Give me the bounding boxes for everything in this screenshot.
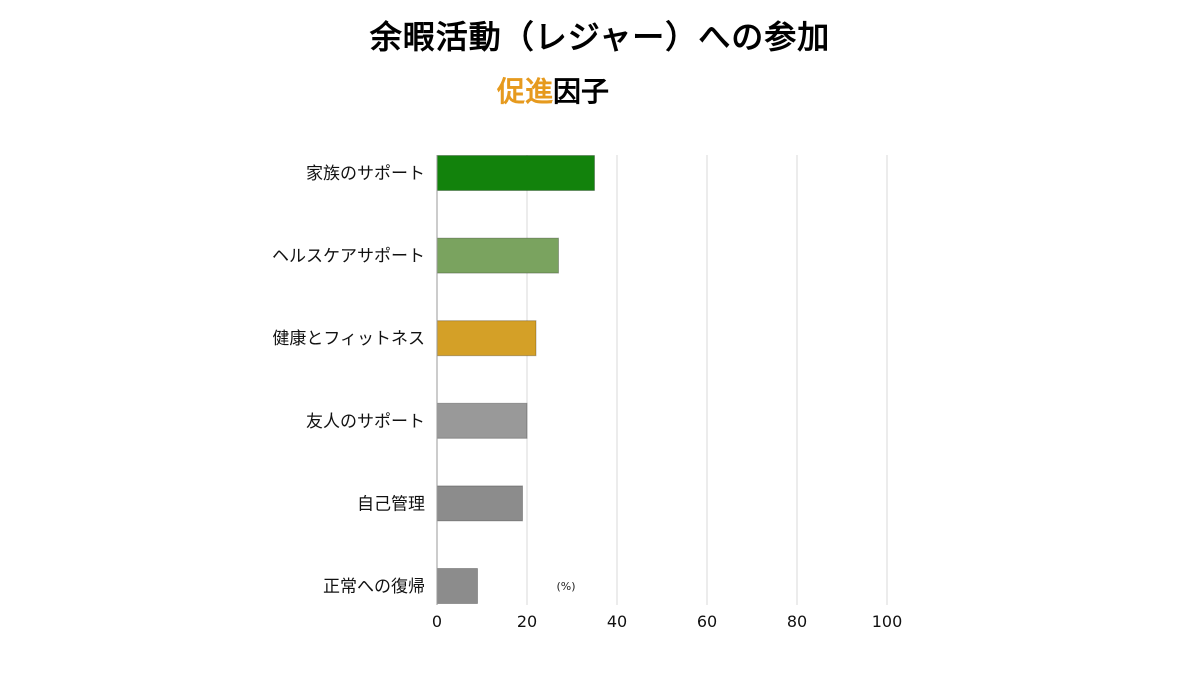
bar (436, 568, 478, 604)
bar (436, 155, 595, 191)
chart-title: 余暇活動（レジャー）への参加 (369, 18, 831, 56)
subtitle-highlight: 促進 (497, 75, 554, 108)
chart-subtitle: 促進因子 (497, 70, 609, 110)
bar (436, 320, 537, 357)
category-label: 自己管理 (357, 494, 425, 514)
unit-label: (%) (556, 580, 575, 593)
bar (436, 485, 523, 522)
bar (436, 402, 528, 439)
category-label: 正常への復帰 (323, 577, 425, 597)
category-labels: 家族のサポートヘルスケアサポート健康とフィットネス友人のサポート自己管理正常への… (272, 164, 425, 597)
x-tick-label: 20 (517, 612, 537, 631)
x-axis-ticks: 0 20 40 60 80 100 (432, 612, 902, 631)
x-tick-label: 0 (432, 612, 442, 631)
grid-lines (526, 155, 888, 605)
x-tick-label: 40 (607, 612, 627, 631)
category-label: 家族のサポート (306, 164, 425, 184)
category-label: 友人のサポート (306, 412, 425, 432)
x-tick-label: 100 (872, 612, 903, 631)
bar (436, 237, 559, 274)
x-tick-label: 80 (787, 612, 807, 631)
subtitle-rest: 因子 (553, 75, 610, 108)
category-label: ヘルスケアサポート (272, 247, 425, 267)
x-tick-label: 60 (697, 612, 717, 631)
bars (436, 155, 595, 604)
category-label: 健康とフィットネス (272, 329, 425, 349)
